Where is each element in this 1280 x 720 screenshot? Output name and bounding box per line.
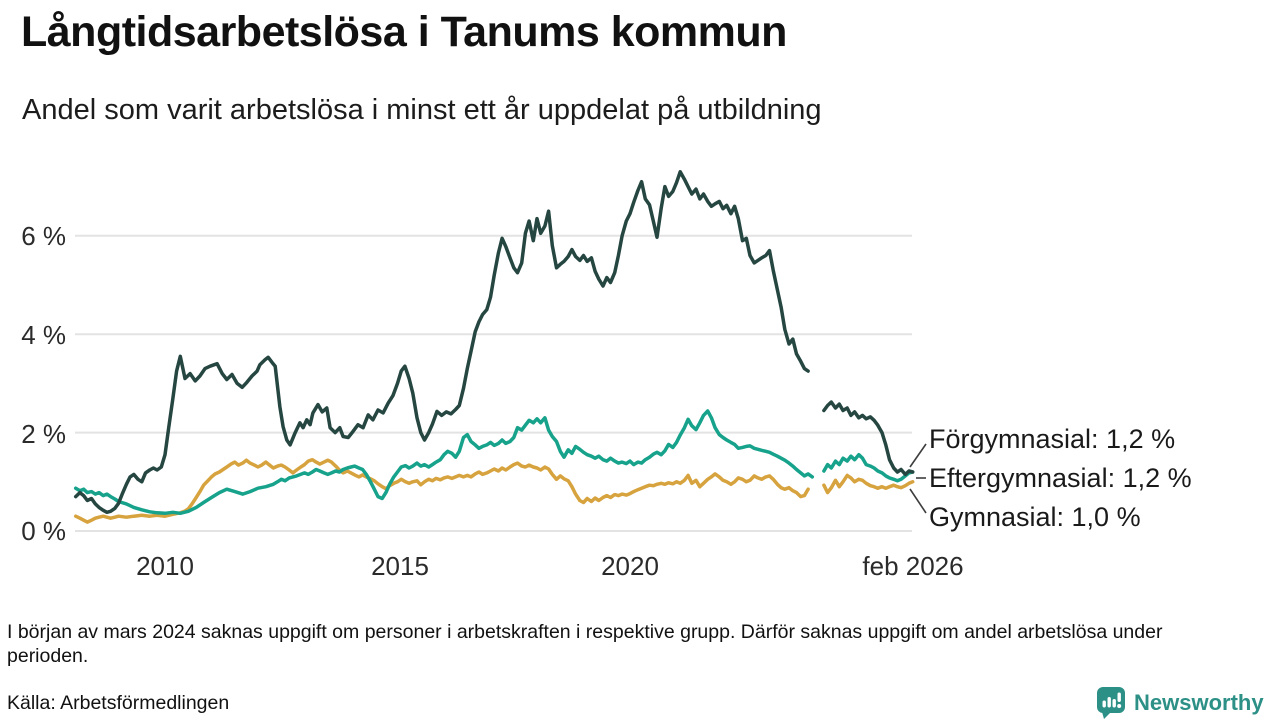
series-line-gymnasial [73, 457, 915, 524]
series-line-forgymnasial [73, 170, 915, 515]
chart-subtitle: Andel som varit arbetslösa i minst ett å… [22, 94, 822, 126]
series-end-label-gymnasial: Gymnasial: 1,0 % [929, 502, 1141, 532]
footnote-text: I början av mars 2024 saknas uppgift om … [7, 621, 1163, 667]
label-connectors [909, 443, 927, 514]
series-end-label-forgymnasial: Förgymnasial: 1,2 % [929, 424, 1176, 454]
gridlines [75, 234, 912, 532]
source-text: Källa: Arbetsförmedlingen [7, 692, 230, 714]
series-end-label-eftergymnasial: Eftergymnasial: 1,2 % [929, 463, 1192, 493]
newsworthy-icon [1097, 687, 1125, 719]
x-axis-tick-feb-2026: feb 2026 [862, 551, 964, 581]
y-axis-tick-4: 4 % [21, 320, 66, 350]
newsworthy-logo: Newsworthy [1096, 686, 1264, 719]
y-axis-tick-6: 6 % [21, 221, 66, 251]
x-axis-tick-2020: 2020 [601, 551, 659, 581]
x-axis-tick-2015: 2015 [371, 551, 429, 581]
y-axis-tick-0: 0 % [21, 516, 66, 546]
series-line-eftergymnasial [73, 409, 915, 516]
connector-gymnasial [909, 488, 927, 514]
y-axis-tick-2: 2 % [21, 419, 66, 449]
connector-forgymnasial [909, 443, 927, 468]
x-axis-tick-2010: 2010 [136, 551, 194, 581]
series-lines [73, 170, 915, 524]
page-title: Långtidsarbetslösa i Tanums kommun [21, 8, 787, 56]
newsworthy-wordmark: Newsworthy [1134, 689, 1264, 715]
